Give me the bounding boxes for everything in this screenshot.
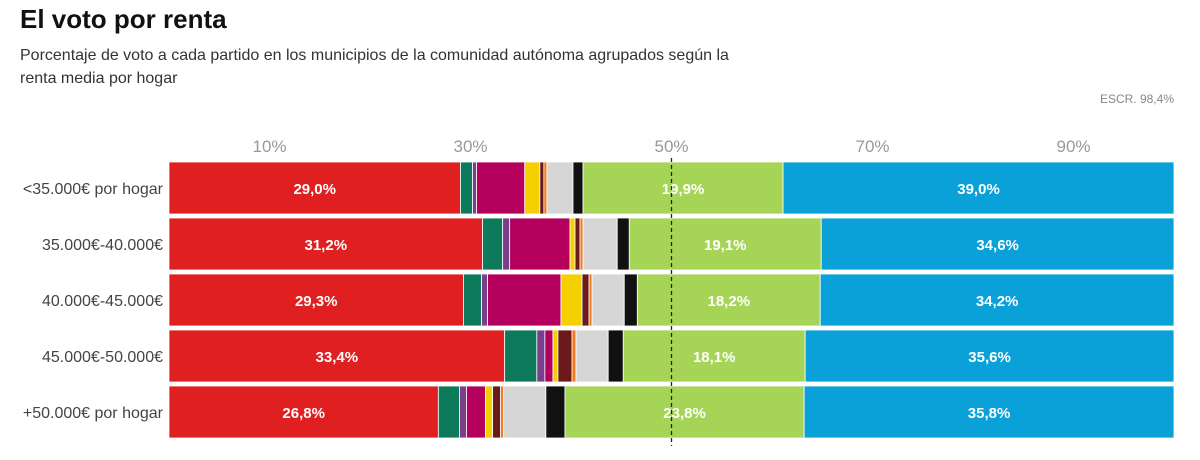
data-label: 35,6% — [968, 349, 1011, 366]
data-label: 19,1% — [704, 237, 747, 254]
category-label: +50.000€ por hogar — [23, 405, 164, 422]
x-tick-label: 90% — [1056, 137, 1090, 156]
bar-segment — [463, 273, 482, 327]
bar-segment — [588, 273, 593, 327]
bar-segment — [168, 273, 464, 327]
data-label: 18,2% — [708, 293, 751, 310]
bar-segment — [545, 385, 566, 439]
bar-segment — [572, 161, 584, 215]
bar-segment — [168, 161, 461, 215]
x-tick-label: 10% — [252, 137, 286, 156]
data-label: 29,3% — [295, 293, 338, 310]
bar-segment — [591, 273, 625, 327]
data-label: 33,4% — [316, 349, 359, 366]
bar-segment — [476, 161, 526, 215]
data-label: 34,6% — [976, 237, 1019, 254]
bar-segment — [472, 161, 477, 215]
bar-segment — [481, 273, 488, 327]
data-label: 23,8% — [663, 405, 706, 422]
chart-title: El voto por renta — [20, 4, 227, 34]
bar-segment — [459, 385, 467, 439]
bar-segment — [482, 217, 504, 271]
category-label: 45.000€-50.000€ — [42, 349, 163, 366]
scrutiny-note: ESCR. 98,4% — [1099, 92, 1174, 106]
bar-segment — [460, 161, 473, 215]
bar-segment — [500, 385, 505, 439]
bar-segment — [539, 161, 545, 215]
bar-segment — [616, 217, 630, 271]
chart-subtitle: Porcentaje de voto a cada partido en los… — [20, 47, 729, 87]
bar-segment — [557, 329, 573, 383]
bar-segment — [803, 385, 1175, 439]
x-tick-label: 50% — [654, 137, 688, 156]
bar-segment — [819, 273, 1175, 327]
bar-segment — [504, 329, 538, 383]
data-label: 35,8% — [968, 405, 1011, 422]
bar-segment — [607, 329, 624, 383]
bar-segment — [582, 161, 784, 215]
data-label: 31,2% — [305, 237, 348, 254]
data-label: 39,0% — [957, 181, 1000, 198]
x-tick-label: 30% — [453, 137, 487, 156]
bar-segment — [437, 385, 460, 439]
x-tick-label: 70% — [855, 137, 889, 156]
bar-segment — [502, 217, 511, 271]
bar-segment — [544, 329, 554, 383]
bar-segment — [492, 385, 502, 439]
data-label: 29,0% — [293, 181, 336, 198]
category-label: <35.000€ por hogar — [23, 181, 164, 198]
category-label: 40.000€-45.000€ — [42, 293, 163, 310]
bar-segment — [503, 385, 547, 439]
bar-segment — [571, 329, 577, 383]
bar-segment — [581, 273, 590, 327]
bar-segment — [623, 273, 638, 327]
bar-segment — [782, 161, 1175, 215]
data-label: 26,8% — [282, 405, 325, 422]
bar-segment — [574, 217, 581, 271]
bar-segment — [485, 385, 494, 439]
bar-segment — [487, 273, 562, 327]
data-label: 18,1% — [693, 349, 736, 366]
data-label: 34,2% — [976, 293, 1019, 310]
bar-segment — [579, 217, 584, 271]
bar-segment — [168, 385, 439, 439]
bar-segment — [552, 329, 559, 383]
bar-segment — [466, 385, 486, 439]
bar-segment — [636, 273, 821, 327]
bar-segment — [804, 329, 1175, 383]
category-label: 35.000€-40.000€ — [42, 237, 163, 254]
data-label: 19,9% — [662, 181, 705, 198]
bar-segment — [564, 385, 805, 439]
bar-segment — [543, 161, 548, 215]
bar-segment — [820, 217, 1175, 271]
bar-segment — [560, 273, 583, 327]
bar-segment — [524, 161, 541, 215]
bar-segment — [569, 217, 576, 271]
bar-segment — [546, 161, 574, 215]
bar-segment — [575, 329, 609, 383]
bar-segment — [536, 329, 546, 383]
bar-segment — [582, 217, 618, 271]
bar-segment — [622, 329, 806, 383]
bar-segment — [509, 217, 571, 271]
